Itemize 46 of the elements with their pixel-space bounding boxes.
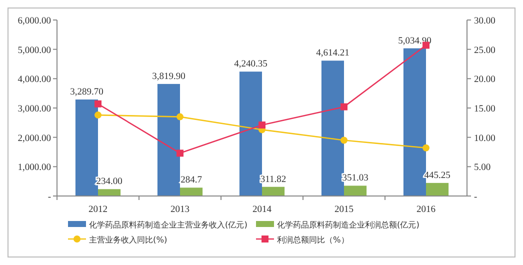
bar xyxy=(157,84,180,196)
point xyxy=(176,150,184,157)
data-label: 4,240.35 xyxy=(234,60,268,70)
data-label: 4,614.21 xyxy=(316,48,350,59)
x-tick-label: 2012 xyxy=(88,205,108,215)
bar xyxy=(321,60,344,196)
y-tick-label: 3,000.00 xyxy=(18,104,52,114)
bar xyxy=(98,189,121,196)
bar xyxy=(180,188,203,196)
y-tick-label: 6,000.00 xyxy=(18,16,52,26)
y2-tick-label: 20.00 xyxy=(474,75,496,86)
bar xyxy=(426,182,449,196)
data-label: 3,289.70 xyxy=(70,88,104,98)
point xyxy=(94,100,102,108)
x-tick-label: 2015 xyxy=(334,205,354,215)
y2-tick-label: 25.00 xyxy=(474,46,496,56)
y-tick-label: 2,000.00 xyxy=(18,134,52,144)
y2-tick-label: 5.00 xyxy=(474,163,491,174)
point xyxy=(422,144,430,152)
bar xyxy=(344,186,367,196)
bar xyxy=(239,72,262,196)
legend-label: 利润总额同比（%） xyxy=(277,234,349,244)
y-tick-label: 4,000.00 xyxy=(18,75,52,86)
data-label: 3,819.90 xyxy=(152,72,186,82)
point xyxy=(176,113,184,120)
y2-tick-label: 30.00 xyxy=(474,16,496,26)
legend-label: 主营业务收入同比(%) xyxy=(89,234,168,244)
data-label: 284.7 xyxy=(180,176,202,186)
bar xyxy=(75,100,98,196)
y-tick-label: 1,000.00 xyxy=(18,163,52,174)
point xyxy=(340,103,348,110)
x-tick-label: 2013 xyxy=(170,205,190,215)
bar xyxy=(262,186,285,196)
legend-label: 化学药品原料药制造企业利润总额(亿元) xyxy=(277,220,420,230)
legend-label: 化学药品原料药制造企业主营业务收入(亿元) xyxy=(89,220,248,230)
y2-tick-label: 10.00 xyxy=(474,134,496,144)
bar xyxy=(403,48,426,196)
y2-tick-label: - xyxy=(474,192,478,202)
y-tick-label: - xyxy=(48,192,51,202)
point xyxy=(258,122,266,129)
x-tick-label: 2014 xyxy=(252,205,272,215)
y2-tick-label: 15.00 xyxy=(474,104,496,114)
point xyxy=(94,112,102,119)
point xyxy=(340,136,348,144)
y-tick-label: 5,000.00 xyxy=(18,46,52,56)
x-tick-label: 2016 xyxy=(416,205,436,215)
